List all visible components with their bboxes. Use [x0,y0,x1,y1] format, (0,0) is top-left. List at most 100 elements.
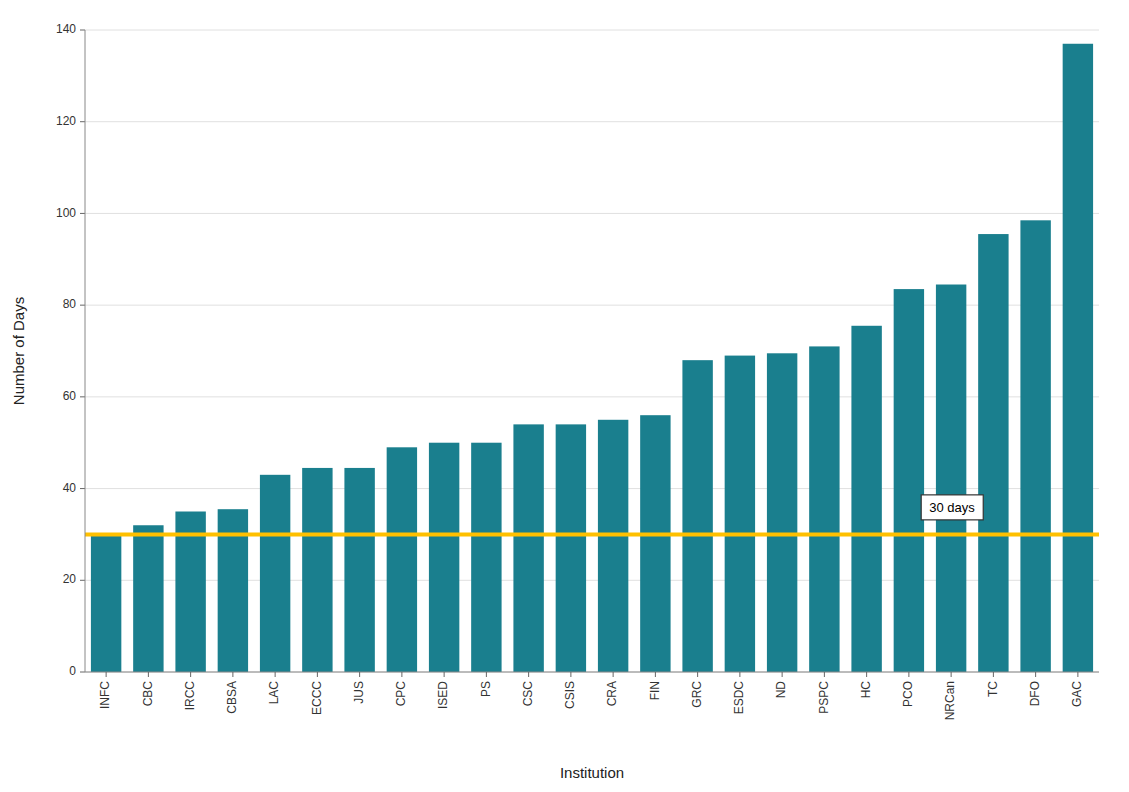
x-tick [993,672,994,677]
x-axis-line [85,672,1099,673]
x-tick-label: ND [774,681,788,699]
y-tick-label: 60 [63,389,77,403]
x-tick-label: LAC [267,681,281,705]
y-tick [80,488,85,489]
x-tick-label: CSC [521,681,535,707]
annotation: 30 days [929,500,975,515]
y-tick [80,672,85,673]
x-tick [1077,672,1078,677]
x-tick-label: CBC [141,681,155,707]
chart-container: 02040608010012014030 daysINFCCBCIRCCCBSA… [0,0,1129,792]
x-tick [1035,672,1036,677]
x-tick-label: CPC [394,681,408,707]
bar [767,353,797,672]
bar [471,443,501,672]
x-tick [317,672,318,677]
x-tick-label: GRC [690,681,704,708]
y-axis: 020406080100120140 [56,22,85,678]
grid-line [85,121,1099,122]
x-axis-title: Institution [560,764,624,781]
x-tick-label: IRCC [183,681,197,711]
x-tick [486,672,487,677]
x-tick [106,672,107,677]
x-tick [148,672,149,677]
x-tick-label: DFO [1028,681,1042,706]
x-tick [444,672,445,677]
x-tick-label: PCO [901,681,915,707]
x-tick [613,672,614,677]
x-tick-label: NRCan [943,681,957,720]
x-tick [528,672,529,677]
y-tick-label: 40 [63,481,77,495]
x-tick-label: ECCC [310,681,324,715]
x-tick [232,672,233,677]
x-tick [359,672,360,677]
y-tick [80,213,85,214]
x-tick-label: JUS [352,681,366,704]
y-axis-line [85,30,86,672]
bar [133,525,163,672]
y-tick-label: 80 [63,297,77,311]
x-tick [866,672,867,677]
x-tick [275,672,276,677]
y-tick-label: 120 [56,114,76,128]
reference-lines [85,534,1099,535]
x-tick [570,672,571,677]
chart-svg: 02040608010012014030 daysINFCCBCIRCCCBSA… [0,0,1129,792]
y-axis-title: Number of Days [10,297,27,405]
x-tick [951,672,952,677]
bar [978,234,1008,672]
x-tick [782,672,783,677]
y-tick-label: 20 [63,572,77,586]
bar [640,415,670,672]
bar [387,447,417,672]
x-tick-label: GAC [1070,681,1084,707]
x-tick [697,672,698,677]
bar [1020,220,1050,672]
x-tick [401,672,402,677]
x-tick-label: PSPC [817,681,831,714]
x-tick-label: PS [479,681,493,697]
y-tick [80,121,85,122]
annotation-box [921,495,983,520]
bar [302,468,332,672]
x-tick [655,672,656,677]
x-tick [190,672,191,677]
bars [91,44,1093,672]
x-tick-label: CBSA [225,681,239,714]
y-tick-label: 100 [56,206,76,220]
bar [936,285,966,672]
x-tick-label: ISED [436,681,450,709]
x-tick-label: HC [859,681,873,699]
x-tick-label: FIN [648,681,662,700]
bar [598,420,628,672]
x-tick-label: CSIS [563,681,577,709]
y-tick-label: 140 [56,22,76,36]
bar [429,443,459,672]
y-tick [80,305,85,306]
reference-line [85,532,1099,536]
grid-line [85,213,1099,214]
grid-line [85,672,1099,673]
y-grid [85,30,1099,672]
bar [513,424,543,672]
x-tick-label: ESDC [732,681,746,715]
y-tick [80,30,85,31]
bar [894,289,924,672]
bar [1063,44,1093,672]
x-tick-label: INFC [98,681,112,709]
grid-line [85,30,1099,31]
reference-labels: 30 days [921,495,983,520]
x-axis: INFC CBC IRCC CBSA LAC ECCC JUS CPC ISED PS CSC CSI… [98,672,1084,720]
y-tick [80,396,85,397]
bar [260,475,290,672]
x-tick-label: TC [986,681,1000,697]
bar [851,326,881,672]
x-tick-label: CRA [605,681,619,706]
bar [682,360,712,672]
bar [344,468,374,672]
bar [91,534,121,672]
bar [725,356,755,672]
y-tick [80,580,85,581]
x-tick [739,672,740,677]
